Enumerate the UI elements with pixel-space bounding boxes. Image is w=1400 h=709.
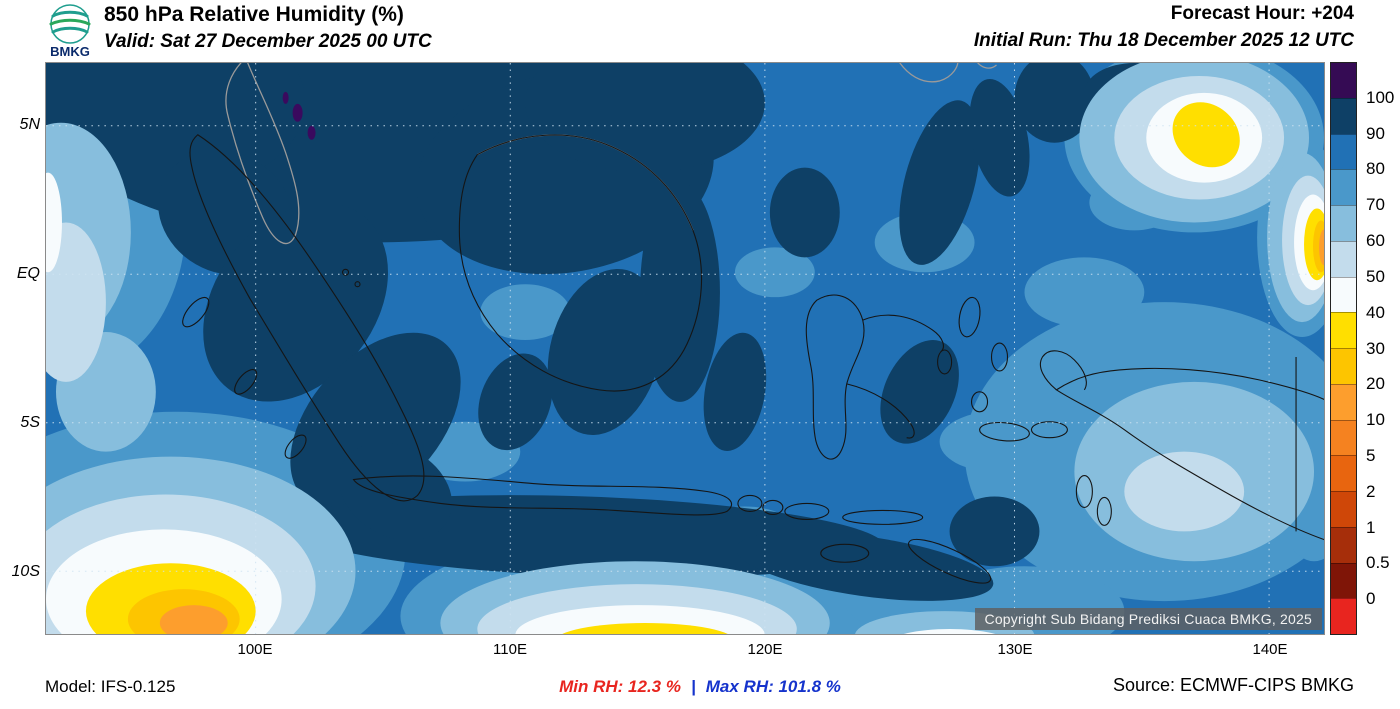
colorbar-chip — [1331, 312, 1356, 348]
x-tick-label: 100E — [237, 641, 273, 658]
y-tick-label: 10S — [11, 563, 40, 580]
colorbar-label: 1 — [1366, 517, 1376, 537]
colorbar-chip — [1331, 240, 1356, 277]
min-max-separator: | — [690, 677, 696, 696]
colorbar-chip — [1331, 63, 1356, 98]
colorbar-label: 20 — [1366, 374, 1385, 394]
humidity-map: Copyright Sub Bidang Prediksi Cuaca BMKG… — [45, 62, 1325, 635]
y-tick-label: 5S — [20, 414, 40, 431]
colorbar-label: 80 — [1366, 159, 1385, 179]
colorbar-label: 2 — [1366, 481, 1376, 501]
colorbar-chip — [1331, 526, 1356, 563]
colorbar-label: 10 — [1366, 410, 1385, 430]
colorbar-label: 40 — [1366, 302, 1385, 322]
y-tick-label: EQ — [16, 265, 40, 282]
colorbar-chip — [1331, 419, 1356, 456]
x-tick-label: 110E — [493, 641, 527, 658]
valid-time-label: Valid: Sat 27 December 2025 00 UTC — [104, 31, 432, 52]
y-tick-label: 5N — [19, 116, 40, 133]
source-label: Source: ECMWF-CIPS BMKG — [1112, 675, 1354, 695]
x-tick-label: 130E — [997, 641, 1033, 658]
colorbar-label: 90 — [1366, 123, 1385, 143]
min-rh-label: Min RH: 12.3 % — [559, 677, 681, 696]
min-max-rh: Min RH: 12.3 % | Max RH: 101.8 % — [559, 677, 841, 697]
colorbar-label: 70 — [1366, 195, 1385, 215]
colorbar-chip — [1331, 97, 1356, 134]
colorbar-label: 0 — [1366, 589, 1376, 609]
page-title: 850 hPa Relative Humidity (%) — [104, 3, 404, 26]
colorbar-label: 60 — [1366, 231, 1385, 251]
initial-run-label: Initial Run: Thu 18 December 2025 12 UTC — [973, 30, 1354, 51]
bmkg-logo: BMKG — [49, 4, 91, 59]
colorbar-chip — [1331, 598, 1356, 634]
forecast-hour-label: Forecast Hour: +204 — [1170, 3, 1354, 24]
model-label: Model: IFS-0.125 — [45, 677, 176, 696]
colorbar-label: 0.5 — [1366, 553, 1390, 573]
colorbar-label: 30 — [1366, 338, 1385, 358]
colorbar-chip — [1331, 383, 1356, 420]
colorbar-chip — [1331, 348, 1356, 384]
colorbar-chip — [1331, 276, 1356, 313]
colorbar-chip — [1331, 169, 1356, 205]
x-tick-label: 120E — [747, 641, 783, 658]
bmkg-logo-text: BMKG — [50, 44, 90, 59]
copyright-overlay: Copyright Sub Bidang Prediksi Cuaca BMKG… — [974, 608, 1322, 630]
colorbar-chip — [1331, 562, 1356, 599]
colorbar-label: 5 — [1366, 445, 1376, 465]
humidity-map-canvas — [46, 63, 1324, 634]
x-tick-label: 140E — [1252, 641, 1288, 658]
colorbar-chip — [1331, 133, 1356, 170]
colorbar-label: 100 — [1366, 87, 1395, 107]
colorbar-chip — [1331, 205, 1356, 241]
colorbar-chip — [1331, 455, 1356, 491]
max-rh-label: Max RH: 101.8 % — [705, 677, 841, 696]
colorbar-label: 50 — [1366, 266, 1385, 286]
colorbar-chip — [1331, 491, 1356, 527]
colorbar — [1330, 62, 1357, 635]
